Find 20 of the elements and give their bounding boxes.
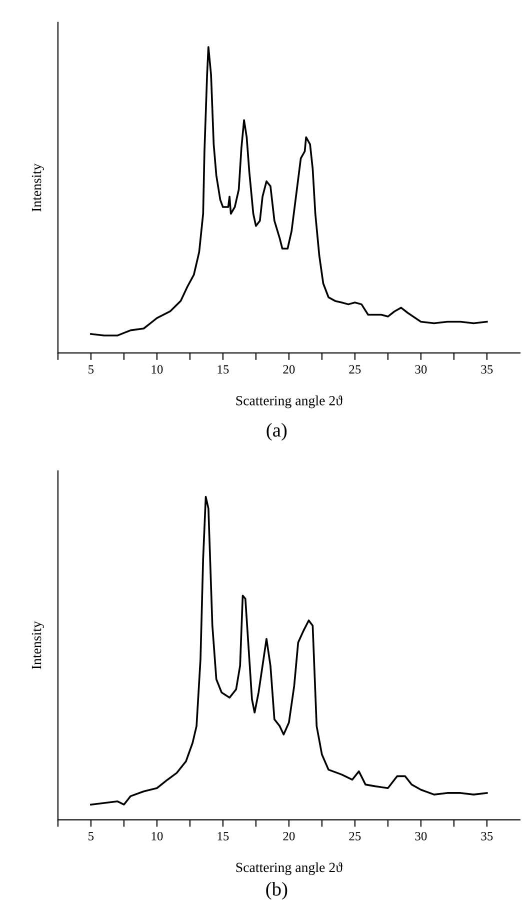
text: (a)	[266, 423, 287, 441]
x-tick-label: 35	[481, 365, 493, 374]
x-tick-label: 15	[218, 365, 229, 374]
x-tick-label: 25	[349, 832, 361, 840]
x-tick-label: 10	[152, 365, 163, 374]
text: (b)	[266, 882, 288, 900]
y-axis-title: Intensity	[32, 163, 44, 212]
x-tick-label: 25	[349, 365, 361, 374]
x-axis-title: Scattering angle 2ϑ	[236, 396, 342, 408]
x-tick-label: 10	[152, 832, 163, 840]
x-tick-label: 20	[283, 832, 295, 840]
x-tick-label: 30	[415, 365, 427, 374]
x-tick-label: 5	[88, 832, 94, 840]
x-axis-title: Scattering angle 2ϑ	[236, 862, 342, 875]
x-tick-label: 15	[218, 832, 229, 840]
y-axis-title: Intensity	[32, 621, 44, 670]
x-tick-label: 30	[415, 832, 427, 840]
x-tick-label: 5	[88, 365, 94, 374]
x-tick-label: 20	[283, 365, 295, 374]
x-tick-label: 35	[481, 832, 493, 840]
